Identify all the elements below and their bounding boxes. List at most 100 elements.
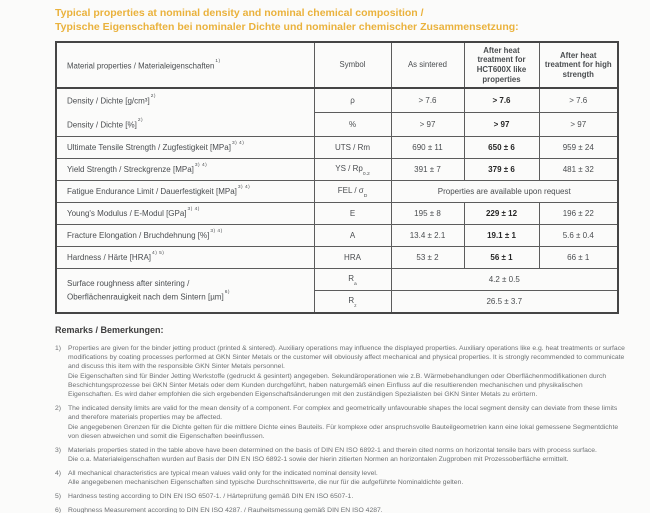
col-header-material-properties: Material properties / Materialeigenschaf… (55, 41, 315, 89)
remark-item-3: 3) Materials properties stated in the ta… (55, 446, 627, 465)
symbol-rho: ρ (313, 87, 392, 113)
symbol-fel-sigma: FEL / σD (313, 180, 392, 204)
footnote-marker: 3) 4) (194, 163, 208, 169)
remark-number: 6) (55, 506, 62, 513)
roughness-label-line1: Surface roughness after sintering / (67, 279, 190, 289)
density-pct-high-strength: > 97 (538, 111, 619, 138)
density-pct-label: Density / Dichte [%]2) (67, 118, 144, 130)
footnote-marker: 2) (137, 118, 144, 124)
symbol-ra: Ra (313, 268, 392, 292)
symbol-uts-rm: UTS / Rm (313, 136, 392, 160)
symbol-percent: % (313, 111, 392, 138)
remarks-heading: Remarks / Bemerkungen: (55, 324, 164, 335)
uts-hct600x: 650 ± 6 (463, 136, 540, 160)
remark-4-de: Alle angegebenen mechanischen Eigenschaf… (68, 479, 464, 487)
uts-label: Ultimate Tensile Strength / Zugfestigkei… (55, 136, 315, 160)
remark-number: 1) (55, 344, 62, 352)
density-label-cell: Density / Dichte [g/cm³]2) Density / Dic… (55, 87, 315, 138)
density-gcm3-as-sintered: > 7.6 (390, 87, 465, 113)
table-row-roughness-ra: Surface roughness after sintering / Ober… (55, 268, 619, 314)
symbol-hra: HRA (313, 246, 392, 270)
remark-item-2: 2) The indicated density limits are vali… (55, 404, 627, 441)
elongation-as-sintered: 13.4 ± 2.1 (390, 224, 465, 248)
remark-2-en: The indicated density limits are valid f… (68, 405, 618, 422)
symbol-a: A (313, 224, 392, 248)
uts-as-sintered: 690 ± 11 (390, 136, 465, 160)
remark-3-en: Materials properties stated in the table… (68, 446, 597, 454)
fracture-elongation-label: Fracture Elongation / Bruchdehnung [%]3)… (55, 224, 315, 248)
symbol-ys-rp02: YS / Rp0.2 (313, 158, 392, 182)
material-properties-table: Material properties / Materialeigenschaf… (55, 41, 619, 314)
remark-item-4: 4) All mechanical characteristics are ty… (55, 469, 627, 488)
remark-number: 5) (55, 492, 62, 500)
density-gcm3-hct600x: > 7.6 (463, 87, 540, 113)
footnote-marker: 1) (215, 58, 221, 64)
hardness-label: Hardness / Härte [HRA]4) 5) (55, 246, 315, 270)
density-pct-as-sintered: > 97 (390, 111, 465, 138)
remark-5-en: Hardness testing according to DIN EN ISO… (68, 492, 354, 500)
remark-item-5: 5) Hardness testing according to DIN EN … (55, 492, 627, 501)
footnote-marker: 3) 4) (187, 207, 200, 213)
table-row-uts: Ultimate Tensile Strength / Zugfestigkei… (55, 136, 619, 160)
footnote-marker: 6) (224, 290, 230, 296)
roughness-rz-value: 26.5 ± 3.7 (390, 290, 619, 314)
col-header-hct600x: After heat treatment for HCT600X like pr… (463, 41, 540, 89)
footnote-marker: 3) 4) (231, 141, 245, 147)
e-hct600x: 229 ± 12 (463, 202, 540, 226)
remark-1-de: Die Eigenschaften sind für Binder Jettin… (68, 372, 607, 399)
ys-hct600x: 379 ± 6 (463, 158, 540, 182)
col-header-properties-text: Material properties / Materialeigenschaf… (67, 61, 215, 71)
table-row-density-pct: % > 97 > 97 > 97 (56, 111, 619, 138)
table-row-hardness: Hardness / Härte [HRA]4) 5) HRA 53 ± 2 5… (55, 246, 619, 270)
hardness-hct600x: 56 ± 1 (463, 246, 540, 270)
remark-2-de: Die angegebenen Grenzen für die Dichte g… (68, 423, 619, 440)
page-title: Typical properties at nominal density an… (55, 7, 635, 34)
table-row-fracture-elongation: Fracture Elongation / Bruchdehnung [%]3)… (55, 224, 619, 248)
e-as-sintered: 195 ± 8 (390, 202, 465, 226)
fel-upon-request-note: Properties are available upon request (390, 180, 619, 204)
roughness-label-cell: Surface roughness after sintering / Ober… (55, 268, 315, 314)
footnote-marker: 3) 4) (237, 185, 251, 191)
table-row-yield-strength: Yield Strength / Streckgrenze [MPa]3) 4)… (55, 158, 619, 182)
footnote-marker: 4) 5) (152, 251, 165, 257)
density-gcm3-high-strength: > 7.6 (538, 87, 619, 113)
ys-as-sintered: 391 ± 7 (390, 158, 465, 182)
ys-high-strength: 481 ± 32 (538, 158, 619, 182)
hardness-high-strength: 66 ± 1 (538, 246, 619, 270)
remarks-section: Remarks / Bemerkungen: 1) Properties are… (55, 325, 627, 513)
remark-4-en: All mechanical characteristics are typic… (68, 469, 378, 477)
yield-strength-label: Yield Strength / Streckgrenze [MPa]3) 4) (55, 158, 315, 182)
col-header-high-strength: After heat treatment for high strength (538, 41, 619, 89)
table-row-youngs-modulus: Young's Modulus / E-Modul [GPa]3) 4) E 1… (55, 202, 619, 226)
roughness-ra-value: 4.2 ± 0.5 (390, 268, 619, 292)
remark-item-1: 1) Properties are given for the binder j… (55, 344, 627, 400)
fatigue-limit-label: Fatigue Endurance Limit / Dauerfestigkei… (55, 180, 315, 204)
remark-number: 2) (55, 405, 62, 413)
table-row-fatigue-limit: Fatigue Endurance Limit / Dauerfestigkei… (55, 180, 619, 204)
remark-number: 4) (55, 469, 62, 477)
table-row-roughness-rz: Rz 26.5 ± 3.7 (56, 290, 619, 314)
symbol-e: E (313, 202, 392, 226)
density-gcm3-label: Density / Dichte [g/cm³]2) (67, 94, 156, 106)
title-line-de: Typische Eigenschaften bei nominaler Dic… (55, 20, 519, 33)
elongation-high-strength: 5.6 ± 0.4 (538, 224, 619, 248)
remark-1-en: Properties are given for the binder jett… (68, 344, 625, 371)
remark-item-6: 6) Roughness Measurement according to DI… (55, 506, 627, 513)
elongation-hct600x: 19.1 ± 1 (463, 224, 540, 248)
remark-number: 3) (55, 446, 62, 454)
col-header-symbol: Symbol (313, 41, 392, 89)
table-header-row: Material properties / Materialeigenschaf… (55, 41, 619, 89)
roughness-label-line2: Oberflächenrauigkeit nach dem Sintern [µ… (67, 290, 230, 302)
col-header-as-sintered: As sintered (390, 41, 465, 89)
symbol-rz: Rz (313, 290, 392, 314)
e-high-strength: 196 ± 22 (538, 202, 619, 226)
footnote-marker: 3) 4) (210, 229, 223, 235)
density-pct-hct600x: > 97 (463, 111, 540, 138)
remark-6-en: Roughness Measurement according to DIN E… (68, 506, 383, 513)
uts-high-strength: 959 ± 24 (538, 136, 619, 160)
title-line-en: Typical properties at nominal density an… (55, 7, 424, 19)
remark-3-de: Die o.a. Materialeigenschaften wurden au… (68, 456, 569, 464)
hardness-as-sintered: 53 ± 2 (390, 246, 465, 270)
youngs-modulus-label: Young's Modulus / E-Modul [GPa]3) 4) (55, 202, 315, 226)
